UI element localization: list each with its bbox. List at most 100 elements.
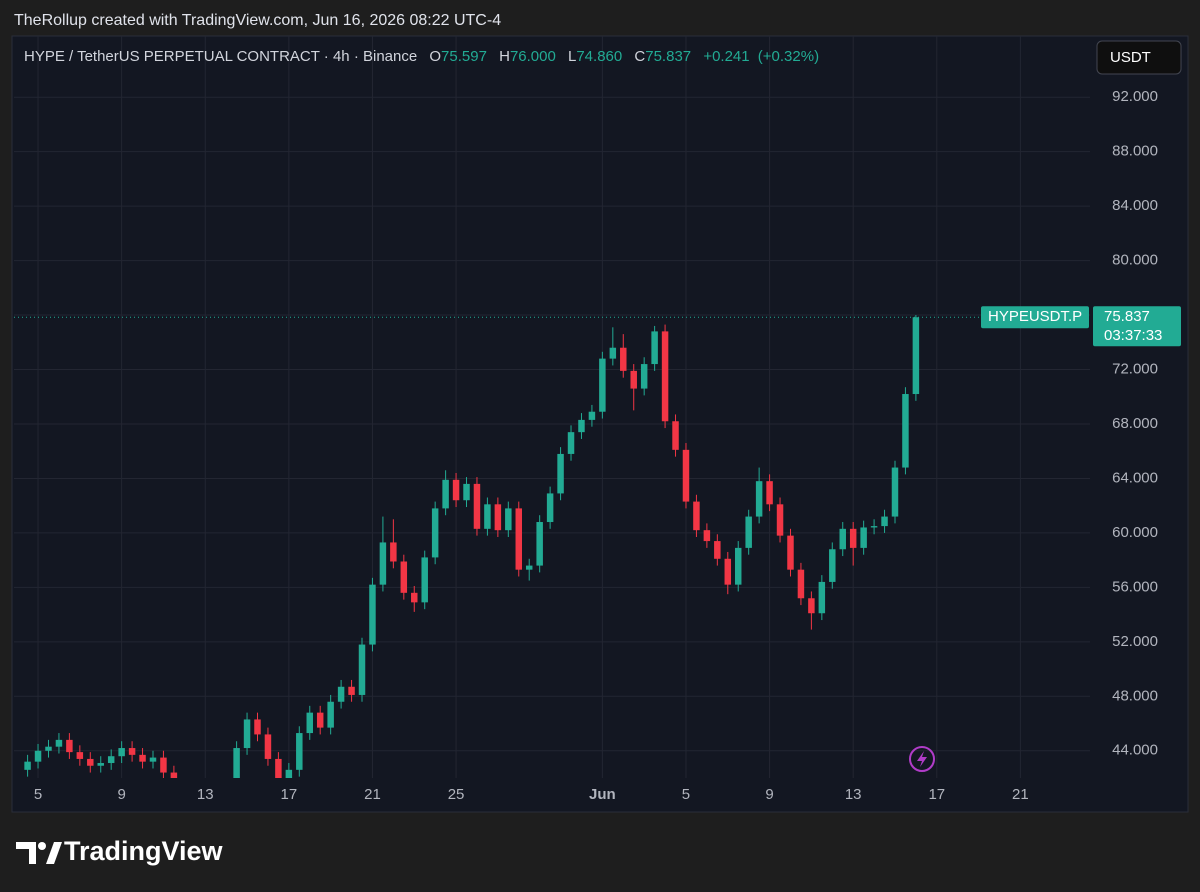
candle-body (651, 331, 658, 365)
candle-body (578, 419, 585, 433)
currency-label[interactable]: USDT (1110, 49, 1151, 66)
grid (14, 36, 1090, 778)
y-tick-label: 52.000 (1112, 633, 1158, 650)
candle-body (714, 541, 721, 559)
change: +0.241 (703, 48, 749, 65)
candle-body (860, 527, 867, 548)
candle-body (870, 526, 878, 528)
candle-body (599, 358, 606, 412)
alert-bolt[interactable] (917, 751, 927, 767)
ohlc-label: L (568, 48, 576, 65)
candle-body (316, 712, 324, 728)
price-tag-value: 75.837 (1104, 308, 1150, 325)
currency-button-box[interactable] (1096, 40, 1182, 75)
candle-body (390, 542, 397, 562)
candle-body (160, 757, 167, 773)
candle-body (87, 758, 94, 766)
caption: TheRollup created with TradingView.com, … (14, 12, 501, 29)
change-percent: (+0.32%) (758, 48, 819, 65)
y-tick-label: 56.000 (1112, 578, 1158, 595)
alert-circle[interactable] (909, 746, 935, 772)
candle-body (567, 432, 575, 454)
candle-body (400, 561, 408, 593)
candle-body (849, 528, 857, 548)
brand-name: TradingView (64, 836, 224, 866)
candle-body (233, 748, 240, 778)
chart-title: HYPE / TetherUS PERPETUAL CONTRACT · 4h … (24, 48, 417, 65)
candle-body (128, 748, 136, 755)
y-tick-label: 88.000 (1112, 143, 1158, 160)
candle-body (264, 734, 272, 759)
candle-body (661, 331, 669, 422)
candle-body (494, 504, 502, 531)
x-tick-label: 13 (845, 786, 862, 803)
alert-icon[interactable] (909, 746, 935, 772)
candle-body (818, 581, 826, 614)
candle-body (672, 421, 679, 450)
candle-body (473, 483, 481, 529)
candle-body (118, 748, 125, 757)
candle-body (766, 481, 773, 505)
candle-body (431, 508, 439, 558)
price-tag-countdown: 03:37:33 (1104, 327, 1162, 344)
ohlc-label: H (499, 48, 510, 65)
y-tick-label: 92.000 (1112, 88, 1158, 105)
y-tick-label: 48.000 (1112, 687, 1158, 704)
candle-body (620, 347, 627, 371)
y-tick-label: 84.000 (1112, 197, 1158, 214)
candle-body (34, 750, 42, 762)
x-tick-label: 9 (765, 786, 773, 803)
candle-body (296, 733, 303, 770)
candle-body (379, 542, 387, 585)
y-tick-label: 44.000 (1112, 742, 1158, 759)
candle-body (515, 508, 523, 570)
candle-body (902, 394, 909, 468)
candle-body (755, 481, 763, 517)
price-tag (1093, 306, 1181, 347)
brand-logo: TradingView (16, 836, 224, 866)
candle-body (421, 557, 428, 603)
y-tick-label: 60.000 (1112, 524, 1158, 541)
candle-body (369, 584, 376, 645)
ohlc-value: 75.597 (441, 48, 487, 65)
candle-body (45, 746, 52, 751)
plot-area (24, 315, 920, 778)
candle-body (881, 516, 888, 527)
logo-mark (46, 842, 62, 864)
candle-body (787, 535, 794, 570)
candle-body (149, 757, 157, 762)
candle-body (97, 763, 104, 766)
candle-body (66, 739, 73, 753)
candle-body (358, 644, 366, 695)
currency-button[interactable]: USDT (1096, 40, 1182, 75)
candle-body (546, 493, 554, 523)
x-tick-label: 9 (117, 786, 125, 803)
candle-body (139, 754, 146, 762)
y-tick-label: 72.000 (1112, 360, 1158, 377)
x-tick-label: 17 (281, 786, 298, 803)
symbol-tag-label: HYPEUSDT.P (988, 308, 1082, 325)
candle-body (588, 411, 596, 420)
candle-body (891, 467, 899, 517)
candle-body (337, 686, 345, 702)
axes: 44.000 48.000 52.000 56.000 60.000 64.000 68.0… (14, 88, 1181, 803)
x-tick-label: 17 (928, 786, 945, 803)
candle-body (609, 347, 617, 359)
logo-dot (38, 842, 46, 850)
candle-body (107, 756, 115, 764)
x-tick-label: Jun (589, 786, 616, 803)
candle-body (693, 501, 700, 531)
candle-body (327, 701, 334, 728)
y-tick-label: 80.000 (1112, 252, 1158, 269)
candle-body (808, 598, 815, 614)
x-tick-label: 5 (682, 786, 690, 803)
x-tick-label: 5 (34, 786, 42, 803)
symbol-tag (981, 306, 1089, 329)
ohlc-label: C (634, 48, 645, 65)
candle-body (682, 449, 690, 502)
candle-body (776, 504, 784, 536)
candle-body (76, 752, 84, 759)
candle-body (348, 686, 355, 695)
candle-body (243, 719, 251, 749)
